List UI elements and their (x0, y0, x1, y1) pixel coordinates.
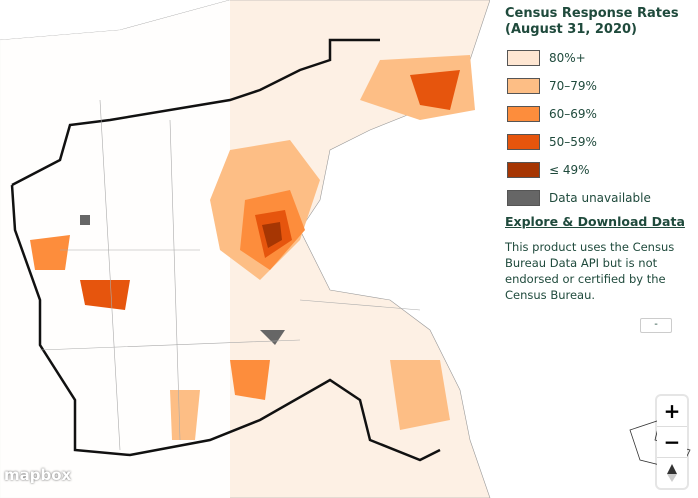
zoom-in[interactable]: + (657, 396, 687, 427)
legend-item: Data unavailable (505, 184, 686, 212)
legend-label: 60–69% (549, 107, 597, 121)
legend-item: ≤ 49% (505, 156, 686, 184)
legend-swatch (507, 50, 540, 66)
legend-item: 70–79% (505, 72, 686, 100)
collapse-button[interactable]: - (640, 318, 672, 333)
zoom-controls: + − (657, 396, 687, 488)
compass[interactable] (657, 458, 687, 488)
disclaimer: This product uses the Census Bureau Data… (505, 240, 675, 302)
legend-item: 50–59% (505, 128, 686, 156)
zoom-out[interactable]: − (657, 427, 687, 458)
legend-swatch (507, 134, 540, 150)
legend-item: 80%+ (505, 44, 686, 72)
legend-label: Data unavailable (549, 191, 651, 205)
legend-swatch (507, 162, 540, 178)
mapbox-logo[interactable]: mapbox (4, 466, 72, 484)
legend-label: 80%+ (549, 51, 586, 65)
legend: Census Response Rates (August 31, 2020) … (490, 0, 698, 340)
legend-label: 70–79% (549, 79, 597, 93)
legend-subtitle: (August 31, 2020) (505, 22, 637, 37)
download-link[interactable]: Explore & Download Data (505, 214, 685, 229)
legend-swatch (507, 106, 540, 122)
legend-label: 50–59% (549, 135, 597, 149)
legend-items: 80%+ 70–79% 60–69% 50–59% ≤ 49% Data unavaila… (505, 44, 686, 212)
legend-title: Census Response Rates (505, 6, 679, 21)
legend-swatch (507, 78, 540, 94)
legend-swatch (507, 190, 540, 206)
legend-label: ≤ 49% (549, 163, 590, 177)
legend-item: 60–69% (505, 100, 686, 128)
